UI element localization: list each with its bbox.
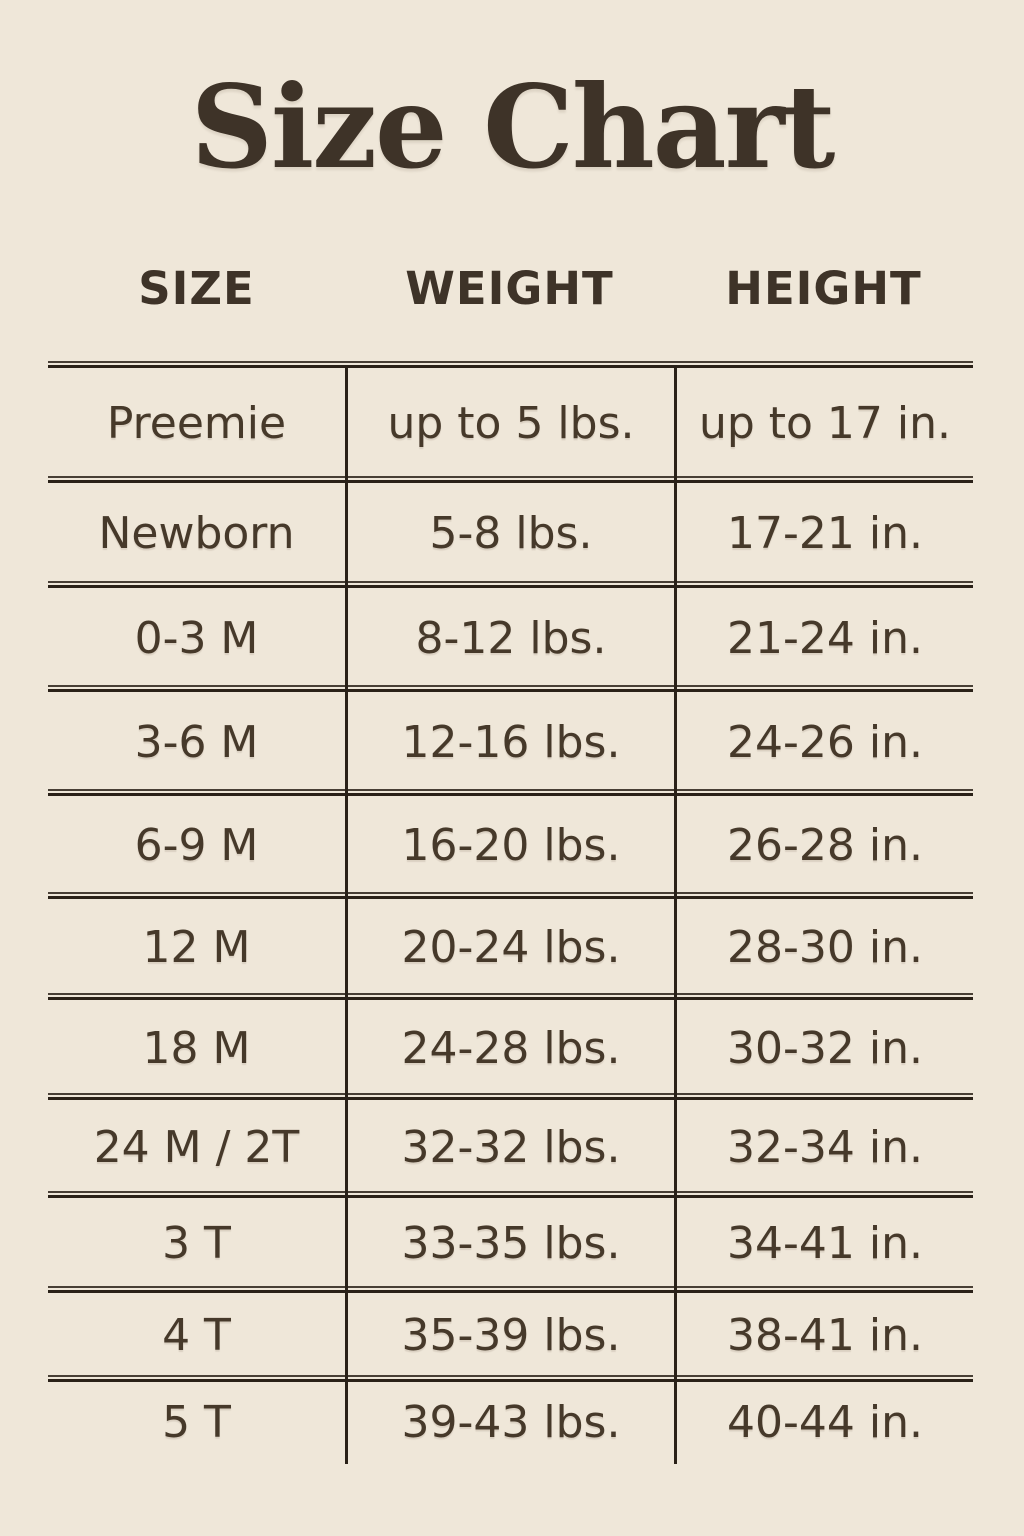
height-cell: 40-44 in. (674, 1381, 973, 1464)
column-header-height: HEIGHT (725, 261, 922, 315)
size-cell: 0-3 M (134, 612, 259, 664)
size-cell: 4 T (162, 1310, 231, 1362)
height-cell: 38-41 in. (674, 1292, 973, 1379)
weight-cell: up to 5 lbs. (345, 367, 674, 480)
table-row: 3-6 M 12-16 lbs. 24-26 in. (48, 684, 973, 793)
weight-cell: 5-8 lbs. (345, 482, 674, 585)
column-header-size: SIZE (138, 261, 255, 315)
height-cell: 30-32 in. (674, 999, 973, 1097)
height-cell: 34-41 in. (674, 1197, 973, 1290)
weight-cell: 35-39 lbs. (345, 1292, 674, 1379)
height-cell: 24-26 in. (674, 691, 973, 793)
column-header-weight: WEIGHT (405, 261, 614, 315)
size-cell: 18 M (142, 1022, 251, 1074)
table-row: 3 T 33-35 lbs. 34-41 in. (48, 1190, 973, 1290)
height-cell: 26-28 in. (674, 795, 973, 896)
size-cell: 3 T (162, 1218, 231, 1270)
table-row: 12 M 20-24 lbs. 28-30 in. (48, 891, 973, 997)
size-cell: 5 T (162, 1397, 231, 1449)
weight-cell: 39-43 lbs. (345, 1381, 674, 1464)
weight-cell: 8-12 lbs. (345, 587, 674, 689)
table-header-row: SIZE WEIGHT HEIGHT (48, 262, 973, 315)
table-row: Preemie up to 5 lbs. up to 17 in. (48, 360, 973, 480)
page-title: Size Chart (190, 60, 836, 194)
table-row: 24 M / 2T 32-32 lbs. 32-34 in. (48, 1092, 973, 1195)
size-cell: 6-9 M (134, 820, 259, 872)
height-cell: 21-24 in. (674, 587, 973, 689)
height-cell: 28-30 in. (674, 898, 973, 997)
size-table: Preemie up to 5 lbs. up to 17 in. Newbor… (48, 360, 973, 1464)
size-cell: 3-6 M (134, 716, 259, 768)
weight-cell: 24-28 lbs. (345, 999, 674, 1097)
table-row: Newborn 5-8 lbs. 17-21 in. (48, 475, 973, 585)
table-row: 6-9 M 16-20 lbs. 26-28 in. (48, 788, 973, 896)
height-cell: up to 17 in. (674, 367, 973, 480)
weight-cell: 32-32 lbs. (345, 1099, 674, 1195)
height-cell: 32-34 in. (674, 1099, 973, 1195)
size-cell: 12 M (142, 922, 251, 974)
table-row: 5 T 39-43 lbs. 40-44 in. (48, 1374, 973, 1464)
size-cell: Preemie (106, 398, 287, 450)
table-row: 18 M 24-28 lbs. 30-32 in. (48, 992, 973, 1097)
weight-cell: 12-16 lbs. (345, 691, 674, 793)
table-row: 0-3 M 8-12 lbs. 21-24 in. (48, 580, 973, 689)
table-row: 4 T 35-39 lbs. 38-41 in. (48, 1285, 973, 1379)
weight-cell: 33-35 lbs. (345, 1197, 674, 1290)
size-cell: Newborn (98, 508, 295, 560)
height-cell: 17-21 in. (674, 482, 973, 585)
size-cell: 24 M / 2T (93, 1121, 300, 1173)
weight-cell: 20-24 lbs. (345, 898, 674, 997)
weight-cell: 16-20 lbs. (345, 795, 674, 896)
